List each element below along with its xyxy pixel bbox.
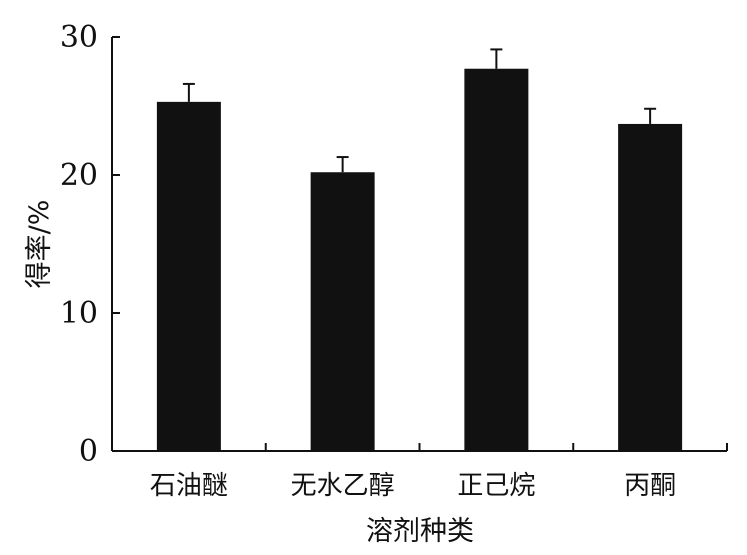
y-tick-label: 10 — [60, 296, 98, 331]
x-tick-label: 无水乙醇 — [291, 471, 395, 501]
y-ticks-group: 0 10 20 30 — [60, 20, 120, 469]
y-tick-label: 20 — [60, 158, 98, 193]
x-ticks-group: 石油醚 无水乙醇 正己烷 丙酮 — [150, 443, 728, 501]
y-tick-label: 0 — [79, 434, 98, 469]
x-axis-label: 溶剂种类 — [366, 516, 474, 547]
bar-4 — [618, 123, 683, 451]
bar-3 — [464, 68, 529, 452]
x-tick-label: 正己烷 — [457, 471, 535, 501]
bars-group — [156, 48, 683, 452]
x-tick-label: 丙酮 — [624, 471, 676, 501]
bar-1 — [156, 101, 221, 452]
y-tick-label: 30 — [60, 20, 98, 55]
y-axis-label: 得率/% — [24, 200, 55, 289]
bar-2 — [310, 172, 375, 452]
x-tick-label: 石油醚 — [150, 471, 228, 501]
